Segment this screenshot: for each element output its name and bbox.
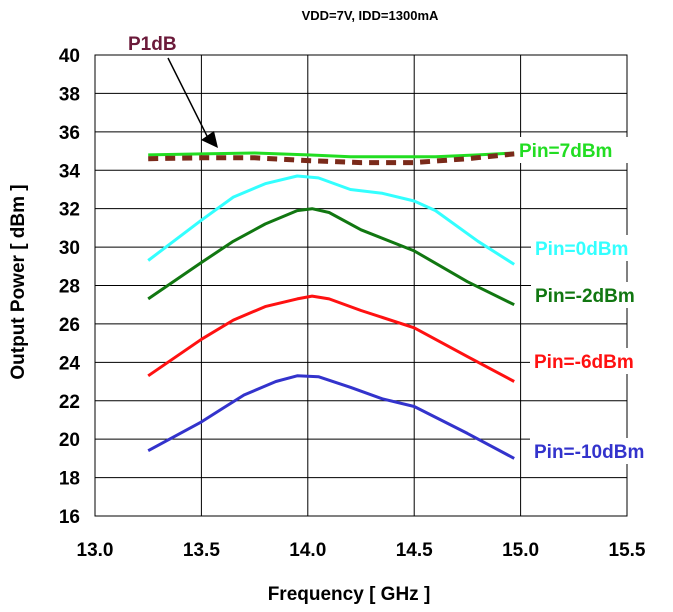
grid [95,55,627,516]
label-background [531,282,666,308]
series-group [147,151,516,460]
y-tick-label: 20 [59,430,80,451]
y-axis-label: Output Power [ dBm ] [8,184,29,379]
x-tick-label: 13.5 [183,540,220,561]
y-tick-label: 36 [59,123,80,144]
label-background [531,235,661,261]
series-label: P1dB [128,34,177,55]
x-tick-label: 14.5 [396,540,433,561]
y-tick-label: 38 [59,84,80,105]
chart-title: VDD=7V, IDD=1300mA [302,8,439,23]
x-tick-label: 15.5 [609,540,646,561]
series-line [148,151,515,166]
label-background [530,438,668,464]
series-label: Pin=-2dBm [535,286,635,307]
label-background [530,348,665,374]
arrow-head [201,131,218,148]
series-label: Pin=0dBm [535,239,628,260]
series-line [147,374,515,460]
y-axis-ticks: 16 18 20 22 24 26 28 30 32 34 36 38 40 [59,46,81,528]
label-background [515,137,655,163]
series-label: Pin=-10dBm [534,442,644,463]
series-label: Pin=-6dBm [534,352,634,373]
y-tick-label: 40 [59,46,80,67]
x-tick-label: 14.0 [289,540,326,561]
series-line [147,294,515,383]
x-axis-label: Frequency [ GHz ] [268,584,431,605]
series-line [147,207,515,307]
series-line [148,151,515,159]
y-tick-label: 18 [59,469,80,490]
y-tick-label: 16 [59,507,80,528]
y-tick-label: 32 [59,200,80,221]
y-tick-label: 28 [59,277,80,298]
y-tick-label: 24 [59,353,81,374]
p1db-arrow [167,57,218,148]
x-tick-label: 15.0 [502,540,539,561]
y-tick-label: 34 [59,161,81,182]
x-tick-label: 13.0 [77,540,114,561]
x-axis-ticks: 13.0 13.5 14.0 14.5 15.0 15.5 [77,540,646,561]
series-label: Pin=7dBm [519,141,612,162]
series-line [147,174,516,266]
arrow-shaft [167,57,211,143]
y-tick-label: 22 [59,392,80,413]
y-tick-label: 26 [59,315,80,336]
series-labels: Pin=7dBm Pin=0dBm Pin=-2dBm Pin=-6dBm Pin=-1… [128,34,668,464]
y-tick-label: 30 [59,238,80,259]
